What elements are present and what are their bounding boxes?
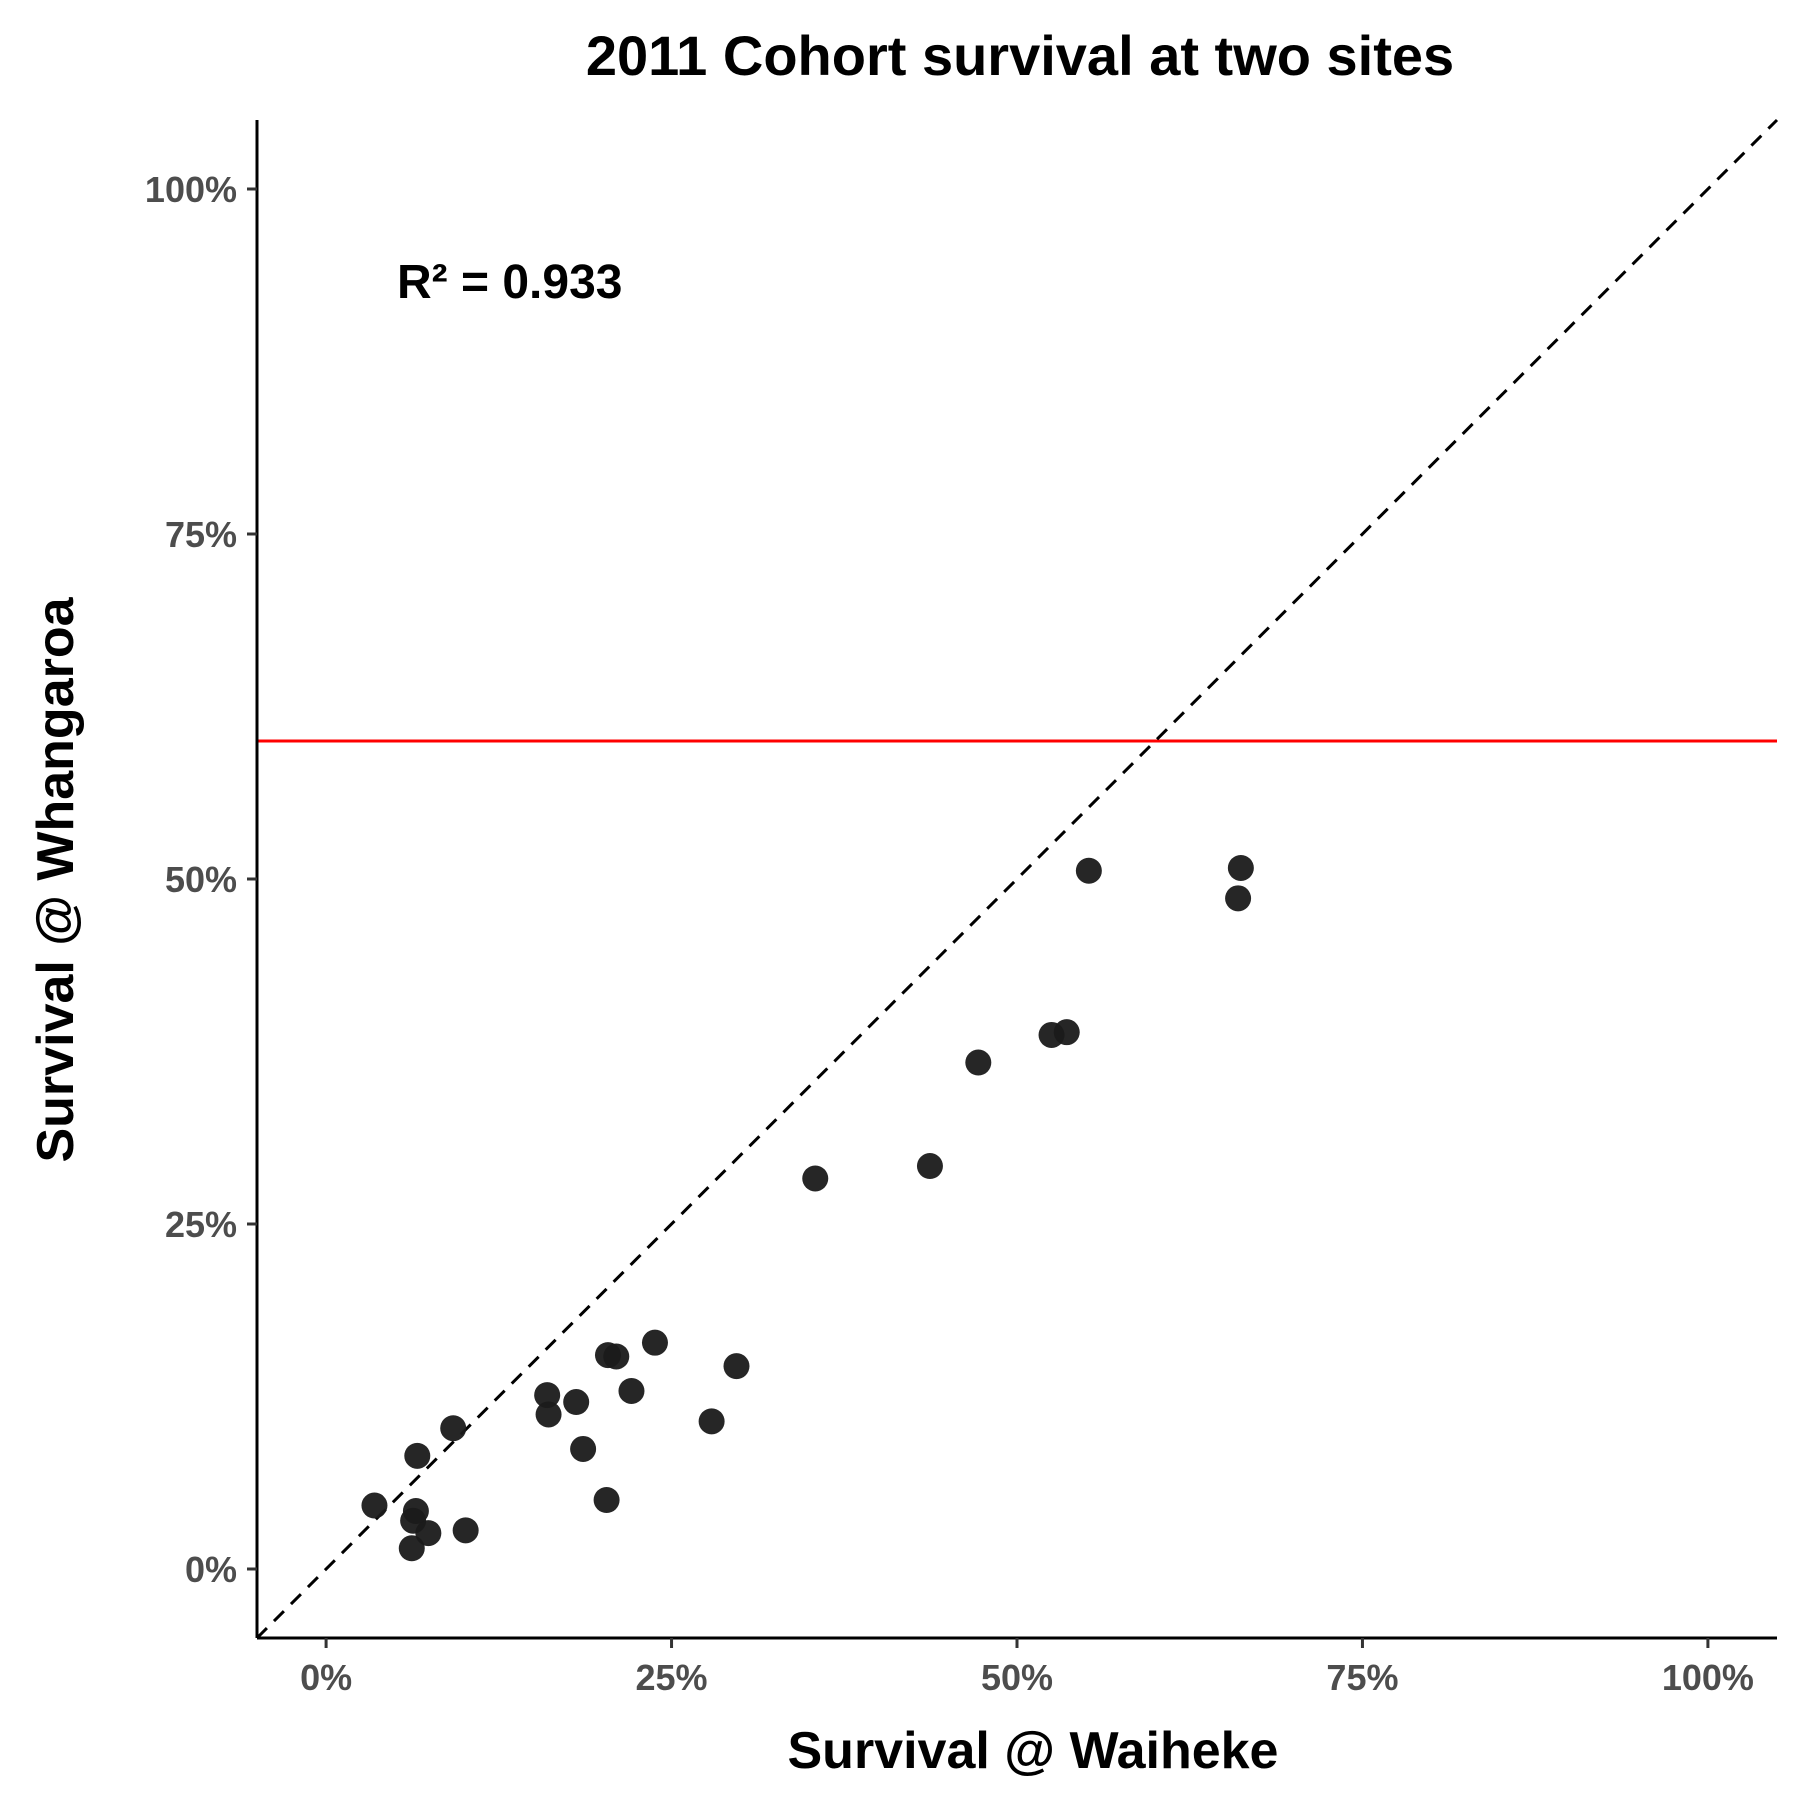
data-point-8 (452, 1517, 479, 1544)
x-tick-label-4: 100% (1662, 1657, 1754, 1698)
x-axis-title: Survival @ Waiheke (788, 1722, 1279, 1780)
y-tick-label-3: 75% (165, 514, 237, 555)
data-point-24 (1053, 1019, 1080, 1046)
data-point-16 (618, 1377, 645, 1404)
data-point-20 (802, 1165, 829, 1192)
x-tick-label-3: 75% (1326, 1657, 1398, 1698)
data-point-6 (415, 1520, 442, 1547)
data-point-1 (361, 1492, 388, 1519)
x-tick-label-2: 50% (981, 1657, 1053, 1698)
r-squared-annotation: R² = 0.933 (397, 256, 622, 309)
y-tick-label-1: 25% (165, 1204, 237, 1245)
data-point-22 (965, 1049, 992, 1076)
data-point-18 (698, 1408, 725, 1435)
data-point-2 (398, 1535, 425, 1562)
x-tick-label-1: 25% (636, 1657, 708, 1698)
y-tick-label-0: 0% (185, 1549, 237, 1590)
y-tick-label-2: 50% (165, 859, 237, 900)
data-point-7 (440, 1415, 467, 1442)
y-tick-label-4: 100% (145, 169, 237, 210)
y-axis-title: Survival @ Whangaroa (27, 596, 85, 1162)
data-point-21 (916, 1153, 943, 1180)
chart-title: 2011 Cohort survival at two sites (586, 24, 1454, 87)
data-point-17 (641, 1329, 668, 1356)
data-point-15 (603, 1343, 630, 1370)
data-point-19 (723, 1353, 750, 1380)
plot-area: 0% 25% 50% 75% 100% 0% 25% 50% 75% 100% (145, 118, 1779, 1698)
data-point-27 (1227, 854, 1254, 881)
data-point-11 (563, 1389, 590, 1416)
data-point-10 (535, 1401, 562, 1428)
identity-dashed-line (255, 118, 1779, 1640)
data-point-9 (534, 1382, 561, 1409)
data-point-5 (404, 1442, 431, 1469)
data-point-4 (402, 1498, 429, 1525)
data-point-12 (570, 1435, 597, 1462)
data-point-26 (1225, 885, 1252, 912)
data-point-25 (1075, 857, 1102, 884)
x-tick-label-0: 0% (300, 1657, 352, 1698)
data-point-13 (593, 1487, 620, 1513)
